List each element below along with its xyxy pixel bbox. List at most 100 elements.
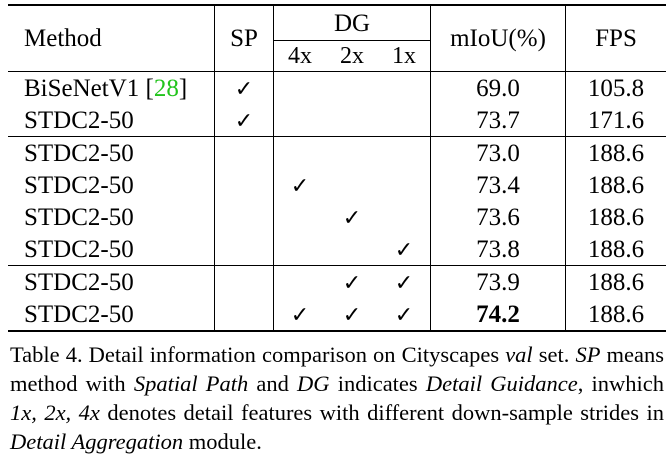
caption-italic: val: [505, 342, 533, 367]
cell-dg-4x: [274, 201, 327, 233]
method-name: STDC2-50: [24, 203, 134, 231]
method-name: STDC2-50: [24, 268, 134, 296]
cell-sp: [214, 298, 274, 331]
cell-miou: 73.7: [430, 104, 566, 137]
cell-fps: 188.6: [565, 136, 666, 169]
cell-sp: ✓: [214, 71, 274, 104]
method-name: BiSeNetV1: [24, 74, 140, 102]
cell-fps: 171.6: [587, 106, 645, 134]
cell-dg-2x: ✓: [326, 201, 378, 233]
table-row: STDC2-50 ✓ 73.8 188.6: [8, 233, 666, 266]
cell-dg-2x: [326, 233, 378, 266]
caption-text: set.: [532, 342, 576, 367]
cell-sp: [214, 233, 274, 266]
cell-sp: [214, 169, 274, 201]
cell-dg-2x: [326, 169, 378, 201]
cell-sp: ✓: [214, 104, 274, 137]
cell-method: STDC2-50: [8, 298, 215, 331]
cell-dg-4x: [274, 233, 327, 266]
table-row: STDC2-50 ✓ 73.6 188.6: [8, 201, 666, 233]
cell-sp: [214, 136, 274, 169]
cell-sp: [214, 201, 274, 233]
caption-text: Table 4. Detail information comparison o…: [10, 342, 506, 367]
header-sp: SP: [214, 5, 274, 72]
cell-fps: 105.8: [565, 71, 666, 104]
cell-miou: 73.8: [430, 233, 566, 266]
cell-miou: 74.2: [430, 298, 566, 331]
cell-dg-4x: [273, 71, 326, 104]
cell-method: STDC2-50: [8, 104, 215, 137]
cell-dg-2x: [326, 71, 378, 104]
cell-dg-2x: ✓: [326, 265, 378, 298]
cell-fps: 188.6: [587, 203, 645, 231]
cell-dg-1x: [378, 104, 431, 137]
cell-method: STDC2-50: [8, 265, 215, 298]
table-row: STDC2-50 ✓ 73.4 188.6: [8, 169, 666, 201]
cell-method: BiSeNetV1 [28]: [8, 71, 215, 104]
header-dg-4x: 4x: [273, 40, 326, 72]
cell-dg-1x: [378, 136, 431, 169]
check-icon: ✓: [394, 302, 414, 328]
header-miou: mIoU(%): [430, 5, 566, 72]
table-row: BiSeNetV1 [28] ✓ 69.0 105.8: [8, 71, 666, 104]
caption-italic: Spatial Path: [133, 371, 249, 396]
caption-italic: 1x, 2x, 4x: [10, 400, 100, 425]
cell-fps: 188.6: [565, 265, 666, 298]
cell-dg-4x: ✓: [274, 298, 327, 331]
cell-dg-1x: [378, 169, 431, 201]
cell-dg-1x: [378, 201, 431, 233]
comparison-table: Method SP DG mIoU(%) FPS 4x 2x 1x BiSeNe…: [8, 4, 666, 332]
cell-miou: 73.6: [430, 201, 566, 233]
cell-dg-1x: ✓: [378, 298, 431, 331]
cell-method: STDC2-50: [8, 169, 215, 201]
cell-fps: 188.6: [587, 300, 645, 328]
cell-dg-4x: [273, 265, 326, 298]
cell-fps: 188.6: [587, 235, 645, 263]
method-name: STDC2-50: [24, 139, 134, 167]
header-method: Method: [8, 5, 215, 72]
check-icon: ✓: [290, 173, 310, 199]
cell-dg-4x: ✓: [274, 169, 327, 201]
check-icon: ✓: [394, 270, 414, 296]
method-name: STDC2-50: [24, 235, 134, 263]
cell-miou: 73.9: [430, 265, 566, 298]
cell-dg-2x: [326, 136, 378, 169]
caption-italic: Detail Guidance: [425, 371, 578, 396]
table-row: STDC2-50 ✓ ✓ 73.9 188.6: [8, 265, 666, 298]
cell-miou: 69.0: [430, 71, 566, 104]
header-dg-1x: 1x: [378, 40, 431, 72]
header-dg-2x: 2x: [326, 40, 378, 72]
check-icon: ✓: [394, 237, 414, 263]
caption-text: and: [248, 371, 298, 396]
caption-text: denotes detail features with different d…: [99, 400, 664, 425]
cell-miou: 73.4: [430, 169, 566, 201]
citation-link[interactable]: 28: [153, 74, 179, 102]
table-caption: Table 4. Detail information comparison o…: [8, 340, 666, 456]
header-fps: FPS: [595, 25, 637, 52]
cell-dg-1x: [378, 71, 431, 104]
method-name: STDC2-50: [24, 106, 134, 134]
table-body: BiSeNetV1 [28] ✓ 69.0 105.8 STDC2-50 ✓ 73.7 171…: [8, 71, 666, 331]
method-name: STDC2-50: [24, 171, 134, 199]
caption-text: indicates: [329, 371, 426, 396]
table-row: STDC2-50 ✓ 73.7 171.6: [8, 104, 666, 137]
check-icon: ✓: [342, 270, 362, 296]
caption-italic: SP: [575, 342, 601, 367]
cell-dg-2x: [326, 104, 378, 137]
caption-italic: Detail Aggregation: [10, 429, 184, 454]
header-dg: DG: [273, 5, 431, 41]
cell-dg-1x: ✓: [378, 233, 431, 266]
check-icon: ✓: [234, 108, 254, 134]
cell-method: STDC2-50: [8, 136, 215, 169]
caption-italic: DG: [297, 371, 330, 396]
cell-method: STDC2-50: [8, 201, 215, 233]
table-figure: Method SP DG mIoU(%) FPS 4x 2x 1x BiSeNe…: [8, 4, 666, 456]
check-icon: ✓: [290, 302, 310, 328]
cell-fps: 188.6: [587, 171, 645, 199]
table-row: STDC2-50 73.0 188.6: [8, 136, 666, 169]
cell-dg-1x: ✓: [378, 265, 431, 298]
check-icon: ✓: [234, 76, 254, 102]
check-icon: ✓: [342, 205, 362, 231]
cell-dg-4x: [274, 104, 327, 137]
cell-miou: 73.0: [430, 136, 566, 169]
